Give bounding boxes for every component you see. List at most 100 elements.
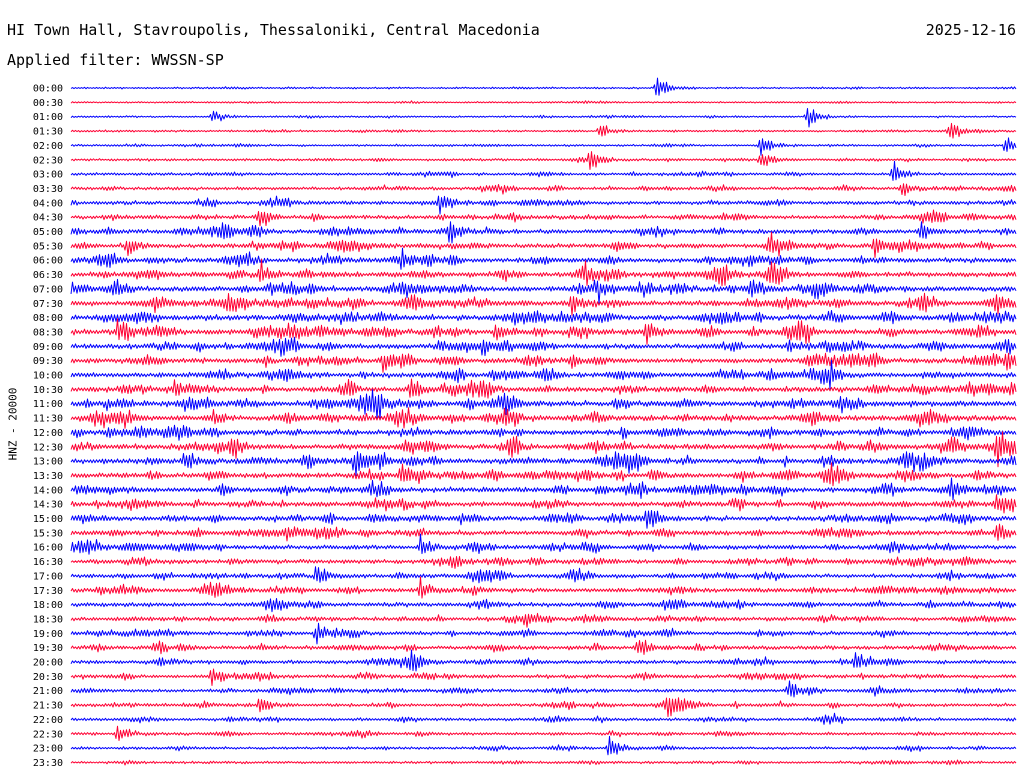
row-label: 21:30 [33, 701, 63, 712]
seismic-trace [70, 598, 1017, 613]
row-label: 08:30 [33, 327, 63, 338]
seismic-trace [70, 759, 1017, 766]
seismic-trace [70, 712, 1017, 725]
seismic-trace [70, 278, 1017, 305]
seismic-trace [70, 195, 1017, 215]
row-label: 23:30 [33, 758, 63, 769]
seismic-trace [70, 451, 1017, 477]
traces [70, 77, 1017, 766]
row-label: 01:30 [33, 127, 63, 138]
seismic-trace [70, 292, 1017, 316]
seismic-trace [70, 100, 1017, 104]
row-label: 00:30 [33, 98, 63, 109]
seismic-trace [70, 612, 1017, 628]
filter-label: Applied filter: WWSSN-SP [7, 51, 224, 69]
seismic-trace [70, 183, 1017, 196]
seismic-trace [70, 352, 1017, 373]
row-label: 06:30 [33, 270, 63, 281]
seismic-trace [70, 680, 1017, 698]
date-label: 2025-12-16 [925, 21, 1016, 39]
seismic-trace [70, 108, 1017, 128]
station-title: HI Town Hall, Stavroupolis, Thessaloniki… [7, 21, 540, 39]
seismic-trace [70, 424, 1017, 441]
row-label: 01:00 [33, 112, 63, 123]
row-label: 04:00 [33, 198, 63, 209]
row-label: 10:00 [33, 371, 63, 382]
seismic-trace [70, 510, 1017, 529]
row-label: 11:30 [33, 414, 63, 425]
row-label: 05:30 [33, 241, 63, 252]
seismic-trace [70, 649, 1017, 672]
row-label: 22:30 [33, 729, 63, 740]
row-label: 14:30 [33, 500, 63, 511]
row-label: 18:30 [33, 614, 63, 625]
row-label: 18:00 [33, 600, 63, 611]
row-label: 03:00 [33, 170, 63, 181]
row-label: 19:30 [33, 643, 63, 654]
seismic-trace [70, 494, 1017, 514]
row-label: 04:30 [33, 213, 63, 224]
row-label: 13:30 [33, 471, 63, 482]
row-label: 20:30 [33, 672, 63, 683]
seismic-trace [70, 556, 1017, 569]
row-label: 23:00 [33, 744, 63, 755]
seismic-trace [70, 318, 1017, 345]
seismic-trace [70, 151, 1017, 170]
row-label: 02:00 [33, 141, 63, 152]
seismic-trace [70, 566, 1017, 584]
seismic-trace [70, 122, 1017, 139]
row-label: 16:00 [33, 543, 63, 554]
row-label: 17:30 [33, 586, 63, 597]
seismic-trace [70, 462, 1017, 487]
row-label: 20:00 [33, 658, 63, 669]
seismic-trace [70, 310, 1017, 326]
row-label: 11:00 [33, 399, 63, 410]
seismic-trace [70, 622, 1017, 645]
seismic-trace [70, 247, 1017, 270]
seismic-trace [70, 389, 1017, 421]
row-label: 03:30 [33, 184, 63, 195]
seismic-trace [70, 209, 1017, 227]
row-label: 22:00 [33, 715, 63, 726]
row-labels: 00:00 00:30 01:00 01:30 02:00 02:30 03:00 03:30… [33, 84, 63, 769]
seismic-trace [70, 735, 1017, 756]
seismic-trace [70, 160, 1017, 181]
seismic-trace [70, 725, 1017, 741]
row-label: 15:30 [33, 528, 63, 539]
row-label: 05:00 [33, 227, 63, 238]
row-label: 19:00 [33, 629, 63, 640]
seismic-trace [70, 668, 1017, 686]
seismic-trace [70, 477, 1017, 501]
seismic-trace [70, 77, 1017, 96]
row-label: 06:00 [33, 256, 63, 267]
row-label: 12:00 [33, 428, 63, 439]
row-label: 09:30 [33, 356, 63, 367]
row-label: 08:00 [33, 313, 63, 324]
seismic-trace [70, 258, 1017, 287]
seismic-trace [70, 431, 1017, 468]
row-label: 02:30 [33, 155, 63, 166]
row-label: 13:00 [33, 457, 63, 468]
seismic-trace [70, 407, 1017, 429]
seismic-trace [70, 697, 1017, 718]
row-label: 09:00 [33, 342, 63, 353]
seismic-trace [70, 533, 1017, 555]
row-label: 00:00 [33, 84, 63, 95]
seismic-trace [70, 523, 1017, 542]
seismic-trace [70, 576, 1017, 599]
row-label: 12:30 [33, 442, 63, 453]
row-label: 16:30 [33, 557, 63, 568]
seismic-trace [70, 336, 1017, 357]
row-label: 07:30 [33, 299, 63, 310]
row-label: 07:00 [33, 284, 63, 295]
seismic-trace [70, 221, 1017, 244]
row-label: 10:30 [33, 385, 63, 396]
seismic-trace [70, 639, 1017, 655]
seismic-trace [70, 359, 1017, 390]
seismic-trace [70, 231, 1017, 258]
seismic-trace [70, 378, 1017, 399]
seismic-trace [70, 137, 1017, 156]
row-label: 14:00 [33, 485, 63, 496]
row-label: 17:00 [33, 571, 63, 582]
